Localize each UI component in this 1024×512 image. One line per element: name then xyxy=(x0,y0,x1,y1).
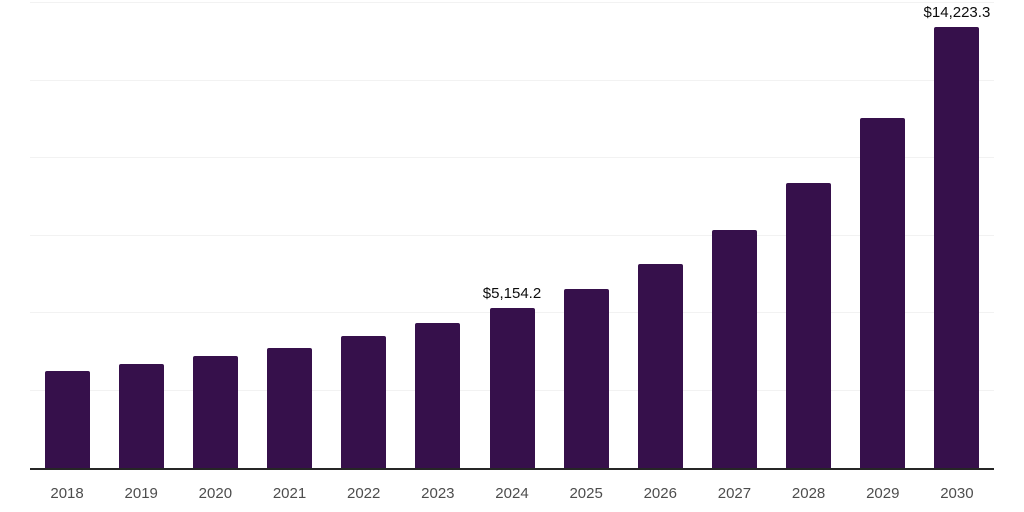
x-tick-label-2024: 2024 xyxy=(495,485,529,502)
gridline-12500 xyxy=(30,79,994,81)
x-tick-label-2030: 2030 xyxy=(940,485,974,502)
bar-2027 xyxy=(711,229,757,468)
gridline-15000 xyxy=(30,2,994,3)
bar-2021 xyxy=(267,348,313,468)
gridline-7500 xyxy=(30,234,994,236)
plot-area: $5,154.2 $14,223.3 xyxy=(30,2,994,470)
x-tick-label-2027: 2027 xyxy=(717,485,752,502)
bar-2029 xyxy=(860,117,906,468)
bar-2019 xyxy=(118,363,164,468)
value-label-2024: $5,154.2 xyxy=(482,285,542,303)
x-tick-label-2020: 2020 xyxy=(198,485,233,502)
bar-2022 xyxy=(341,336,387,468)
gridline-10000 xyxy=(30,157,994,158)
x-tick-label-2019: 2019 xyxy=(124,485,158,502)
x-tick-label-2022: 2022 xyxy=(346,485,381,502)
bar-2024 xyxy=(489,308,535,468)
bar-2025 xyxy=(563,288,609,468)
x-tick-label-2018: 2018 xyxy=(50,485,84,502)
x-tick-label-2025: 2025 xyxy=(569,485,603,502)
x-tick-label-2029: 2029 xyxy=(866,485,900,502)
bar-2023 xyxy=(415,323,461,468)
value-label-2030: $14,223.3 xyxy=(923,4,991,22)
bar-2028 xyxy=(786,183,832,468)
x-axis: 2018 2019 2020 2021 2022 2023 2024 2025 2026 2027… xyxy=(30,482,994,508)
bar-2030 xyxy=(934,27,980,468)
x-tick-label-2026: 2026 xyxy=(643,485,677,502)
bar-2026 xyxy=(637,263,683,468)
x-tick-label-2028: 2028 xyxy=(791,485,826,502)
x-tick-label-2021: 2021 xyxy=(272,485,307,502)
bar-2018 xyxy=(44,370,90,468)
x-tick-label-2023: 2023 xyxy=(421,485,455,502)
bar-2020 xyxy=(192,356,238,468)
